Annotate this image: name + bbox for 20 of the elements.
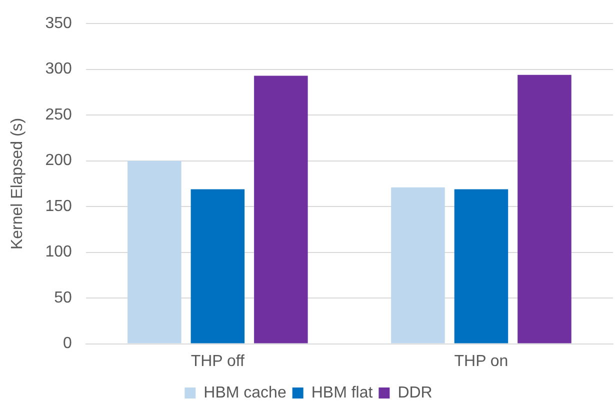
bar: [190, 189, 245, 344]
bar: [518, 74, 572, 344]
legend-label: HBM cache: [204, 384, 286, 402]
y-tick-label: 300: [45, 60, 72, 78]
legend-label: DDR: [398, 384, 432, 402]
bar: [391, 187, 445, 344]
y-tick-label: 250: [45, 106, 72, 124]
y-tick-label: 0: [62, 335, 72, 352]
bar: [454, 189, 508, 344]
y-tick-label: 100: [45, 244, 72, 261]
y-axis-title: Kernel Elapsed (s): [9, 118, 26, 250]
y-tick-label: 50: [54, 289, 72, 306]
bar: [128, 160, 182, 344]
legend-label: HBM flat: [311, 384, 374, 402]
y-tick-label: 150: [45, 198, 72, 215]
y-tick-label: 200: [45, 152, 72, 170]
bar: [254, 76, 308, 344]
x-tick-label: THP off: [190, 352, 246, 370]
y-tick-label: 350: [45, 15, 72, 32]
x-tick-label: THP on: [454, 352, 508, 370]
